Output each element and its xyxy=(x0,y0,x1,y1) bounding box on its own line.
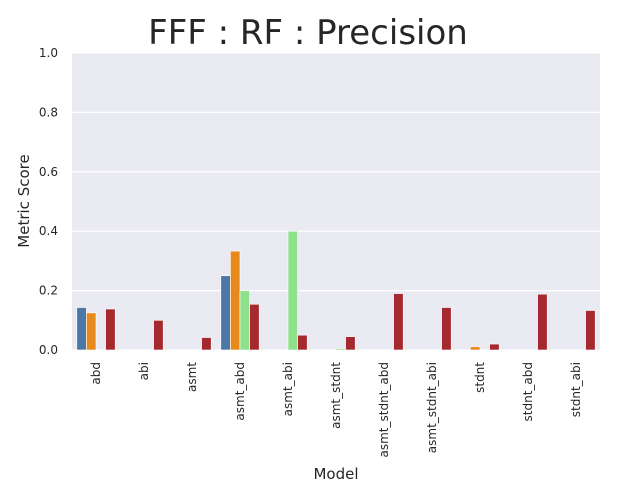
y-tick-label: 0.2 xyxy=(39,284,58,298)
plot-area xyxy=(72,53,600,350)
bar-asmt-series-3 xyxy=(201,337,212,351)
x-tick-label-asmt_abd: asmt_abd xyxy=(233,362,247,421)
x-tick-label-abd: abd xyxy=(89,362,103,385)
bar-asmt_stdnt-series-2 xyxy=(335,348,346,351)
bar-asmt_stdnt-series-3 xyxy=(345,336,356,351)
x-tick-label-stdnt_abd: stdnt_abd xyxy=(521,362,535,421)
bar-asmt_abd-series-3 xyxy=(249,303,260,351)
bar-asmt_abi-series-2 xyxy=(287,230,298,351)
bar-stdnt-series-3 xyxy=(489,343,500,351)
x-tick-label-stdnt: stdnt xyxy=(473,362,487,393)
bar-stdnt_abd-series-3 xyxy=(537,293,548,351)
bar-stdnt_abi-series-3 xyxy=(585,310,596,351)
bar-abi-series-3 xyxy=(153,319,164,351)
bar-asmt_abd-series-1 xyxy=(230,250,241,351)
y-tick-label: 0.6 xyxy=(39,165,58,179)
x-tick-label-asmt_stdnt: asmt_stdnt xyxy=(329,362,343,429)
bar-asmt_stdnt_abi-series-3 xyxy=(441,307,452,351)
bar-stdnt-series-1 xyxy=(470,346,481,351)
bar-abd-series-3 xyxy=(105,308,116,351)
x-tick-label-asmt_stdnt_abi: asmt_stdnt_abi xyxy=(425,362,439,453)
y-tick-labels: 0.0 0.2 0.4 0.6 0.8 1.0 xyxy=(39,46,58,357)
grid-lines xyxy=(72,52,600,351)
x-tick-label-asmt_abi: asmt_abi xyxy=(281,362,295,416)
y-tick-label: 1.0 xyxy=(39,46,58,60)
bar-abd-series-1 xyxy=(86,312,97,351)
x-tick-label-stdnt_abi: stdnt_abi xyxy=(569,362,583,417)
y-tick-label: 0.0 xyxy=(39,343,58,357)
bars xyxy=(76,230,596,351)
bar-asmt_abi-series-3 xyxy=(297,334,308,351)
chart-title: FFF : RF : Precision xyxy=(148,13,468,53)
bar-abd-series-0 xyxy=(76,307,87,351)
bar-asmt_abd-series-0 xyxy=(220,275,231,351)
y-axis-label: Metric Score xyxy=(15,154,33,247)
bar-asmt_abd-series-2 xyxy=(239,290,250,351)
y-tick-label: 0.8 xyxy=(39,105,58,119)
x-tick-label-asmt: asmt xyxy=(185,362,199,392)
y-tick-label: 0.4 xyxy=(39,224,58,238)
x-tick-label-asmt_stdnt_abd: asmt_stdnt_abd xyxy=(377,362,391,457)
x-tick-labels: abd abi asmt asmt_abd asmt_abi asmt_stdnt asmt… xyxy=(89,362,583,458)
x-axis-label: Model xyxy=(313,465,358,483)
bar-asmt_stdnt_abd-series-3 xyxy=(393,293,404,351)
x-tick-label-abi: abi xyxy=(137,362,151,380)
